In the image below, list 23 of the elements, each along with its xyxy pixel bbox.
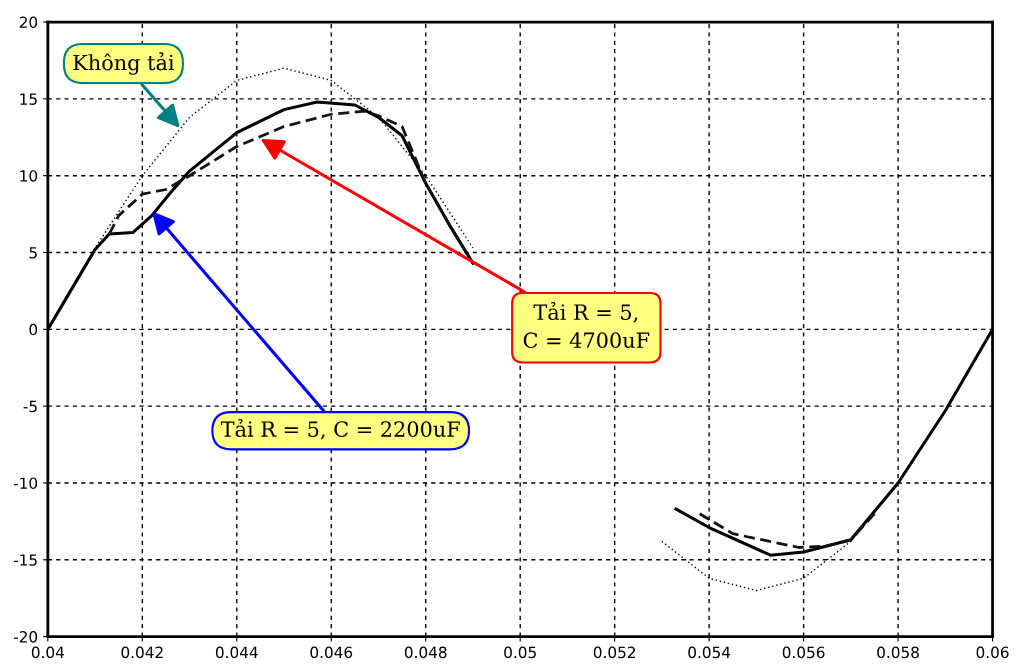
y-tick-label: -20 — [13, 631, 38, 643]
y-tick-label: 10 — [20, 170, 38, 182]
x-tick-label: 0.06 — [976, 646, 1009, 659]
y-tick-label: 0 — [29, 323, 38, 336]
x-tick-label: 0.052 — [593, 646, 636, 659]
y-tick-label: -10 — [13, 477, 38, 489]
x-tick-label: 0.042 — [121, 646, 163, 659]
annotation: Tải R = 5, C = 2200uF — [220, 418, 460, 440]
annotation: Tải R = 5, C = 4700uF — [523, 301, 650, 349]
y-tick-label: -5 — [23, 400, 37, 413]
x-tick-label: 0.054 — [688, 646, 731, 659]
annotation: Không tải — [73, 52, 175, 75]
x-tick-label: 0.04 — [31, 646, 64, 659]
x-tick-label: 0.05 — [504, 646, 536, 659]
y-tick-label: 5 — [29, 247, 37, 259]
x-tick-label: 0.046 — [310, 646, 353, 659]
x-tick-label: 0.048 — [404, 646, 447, 659]
y-tick-label: 20 — [19, 16, 38, 29]
x-tick-label: 0.044 — [215, 646, 258, 659]
x-tick-label: 0.056 — [782, 646, 825, 659]
y-tick-label: -15 — [13, 554, 37, 566]
x-tick-label: 0.058 — [877, 646, 919, 659]
y-tick-label: 15 — [20, 93, 37, 105]
